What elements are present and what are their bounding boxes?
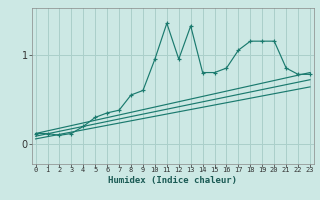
- X-axis label: Humidex (Indice chaleur): Humidex (Indice chaleur): [108, 176, 237, 185]
